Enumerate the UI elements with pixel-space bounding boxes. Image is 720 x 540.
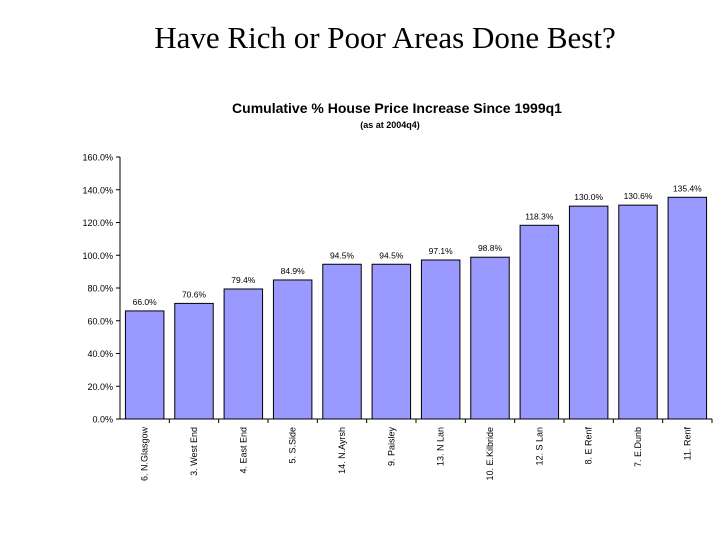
y-tick-label: 140.0%: [82, 185, 113, 195]
data-label: 94.5%: [379, 250, 404, 260]
y-tick-label: 40.0%: [87, 349, 113, 359]
bar: [667, 196, 708, 420]
y-axis: 0.0% 20.0% 40.0% 60.0% 80.0% 100.0% 120.0% 140.…: [82, 153, 121, 425]
category-label: 5. S.Side: [288, 427, 298, 464]
bar: [618, 204, 658, 420]
y-tick-label: 20.0%: [87, 382, 113, 392]
bar: [124, 310, 165, 420]
slide-title: Have Rich or Poor Areas Done Best?: [154, 20, 616, 55]
bar: [470, 256, 510, 420]
category-label: 11. Renf: [682, 427, 692, 461]
data-label: 135.4%: [673, 183, 702, 193]
y-tick-label: 120.0%: [82, 218, 113, 228]
category-label: 9. Paisley: [386, 427, 396, 467]
bar: [519, 224, 560, 420]
data-label: 98.8%: [478, 243, 503, 253]
bar: [174, 302, 214, 420]
category-label: 6. N.Glasgow: [140, 427, 150, 482]
y-tick-label: 60.0%: [87, 316, 113, 326]
data-label: 130.6%: [624, 191, 653, 201]
bar: [272, 279, 313, 420]
y-tick-label: 160.0%: [82, 153, 113, 163]
data-label: 66.0%: [133, 297, 158, 307]
bar: [223, 288, 264, 420]
data-label: 118.3%: [525, 211, 554, 221]
category-label: 7. E.Dunb: [633, 427, 643, 467]
category-label: 13. N Lan: [436, 427, 446, 466]
category-label: 14. N.Ayrsh: [337, 427, 347, 474]
x-axis: 6. N.Glasgow 3. West End 4. East End 5. S.S…: [120, 418, 713, 482]
bar: [322, 263, 362, 420]
category-label: 10. E.Kilbride: [485, 427, 495, 481]
chart-title: Cumulative % House Price Increase Since …: [232, 100, 562, 116]
chart-subtitle: (as at 2004q4): [360, 120, 420, 130]
bar: [568, 205, 609, 420]
y-tick-label: 100.0%: [82, 251, 113, 261]
data-label: 94.5%: [330, 250, 355, 260]
bar: [420, 259, 461, 420]
category-label: 3. West End: [189, 427, 199, 476]
data-label: 79.4%: [231, 275, 256, 285]
category-label: 4. East End: [238, 427, 248, 474]
data-label: 130.0%: [574, 192, 603, 202]
y-tick-label: 0.0%: [92, 415, 113, 425]
bars: 66.0% 70.6% 79.4% 84.9% 94.5% 94.5% 97.1% 98.8%…: [124, 183, 708, 420]
data-label: 97.1%: [429, 246, 454, 256]
y-tick-label: 80.0%: [87, 284, 113, 294]
bar: [371, 263, 412, 420]
category-label: 12. S Lan: [534, 427, 544, 466]
category-label: 8. E Renf: [584, 427, 594, 465]
data-label: 70.6%: [182, 289, 207, 299]
data-label: 84.9%: [281, 266, 306, 276]
